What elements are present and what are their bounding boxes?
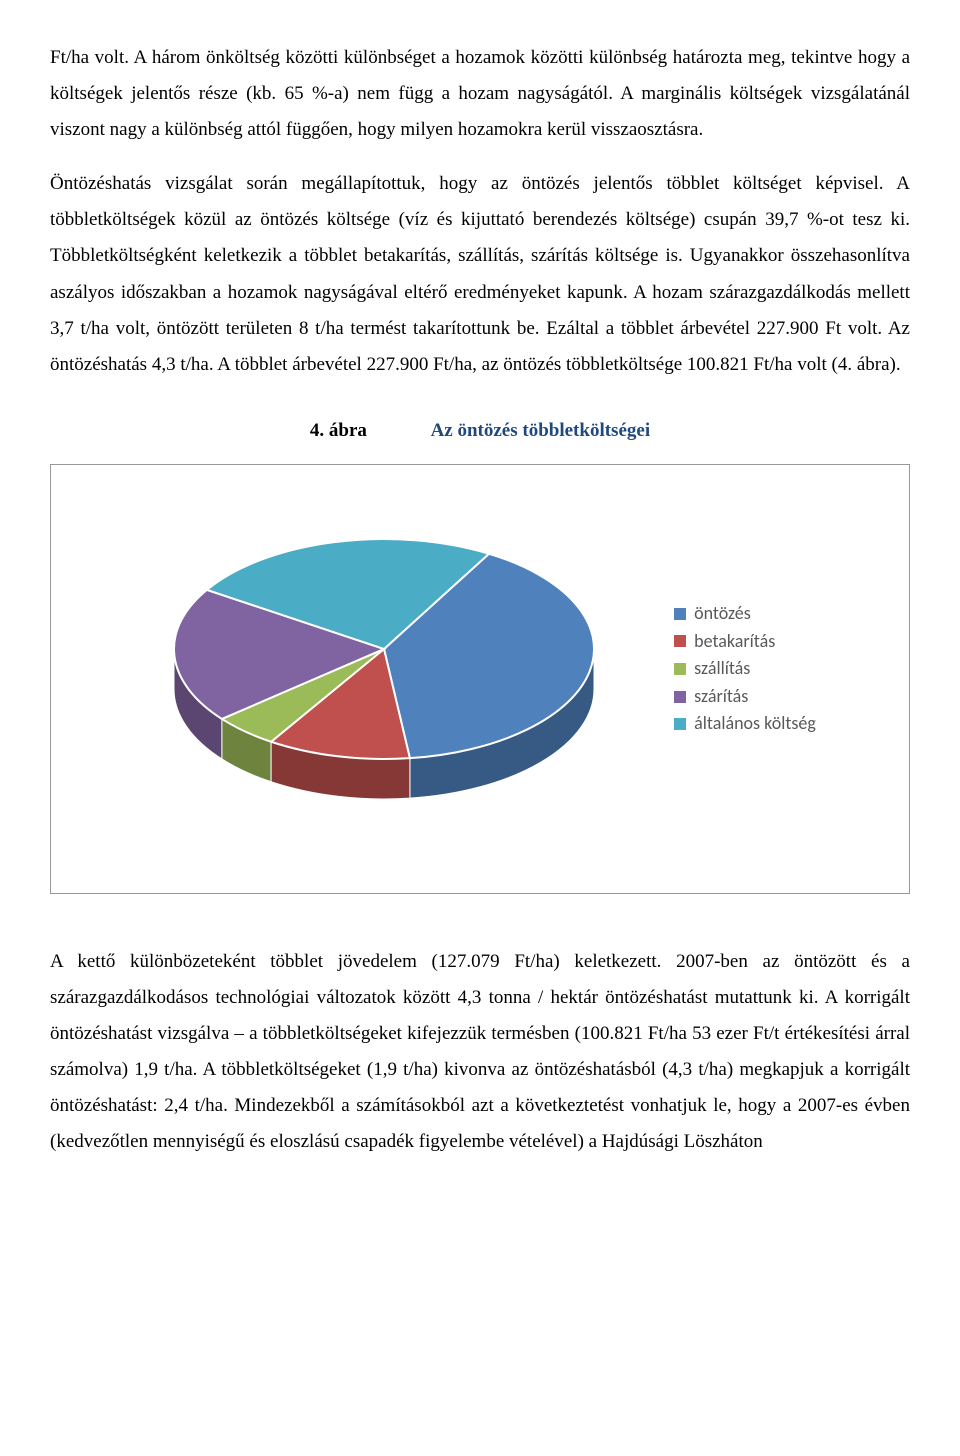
figure-number: 4. ábra (310, 420, 367, 441)
legend-swatch (674, 608, 686, 620)
legend-item: szárítás (674, 686, 816, 708)
legend-item: szállítás (674, 658, 816, 680)
legend-label: öntözés (694, 603, 751, 625)
paragraph-3: A kettő különbözeteként többlet jövedele… (50, 944, 910, 1161)
paragraph-1: Ft/ha volt. A három önköltség közötti kü… (50, 40, 910, 148)
pie-chart (144, 489, 644, 849)
legend-swatch (674, 718, 686, 730)
legend-swatch (674, 663, 686, 675)
legend-swatch (674, 691, 686, 703)
legend-label: betakarítás (694, 631, 775, 653)
legend-label: általános költség (694, 713, 816, 735)
paragraph-2: Öntözéshatás vizsgálat során megállapíto… (50, 166, 910, 383)
pie-chart-container: öntözés betakarítás szállítás szárítás által… (50, 464, 910, 894)
figure-caption: 4. ábra Az öntözés többletköltségei (50, 413, 910, 449)
legend-swatch (674, 635, 686, 647)
legend-label: szállítás (694, 658, 750, 680)
legend-item: általános költség (674, 713, 816, 735)
legend-item: öntözés (674, 603, 816, 625)
legend-item: betakarítás (674, 631, 816, 653)
legend-label: szárítás (694, 686, 748, 708)
chart-legend: öntözés betakarítás szállítás szárítás által… (674, 597, 816, 741)
figure-title: Az öntözés többletköltségei (431, 420, 651, 441)
